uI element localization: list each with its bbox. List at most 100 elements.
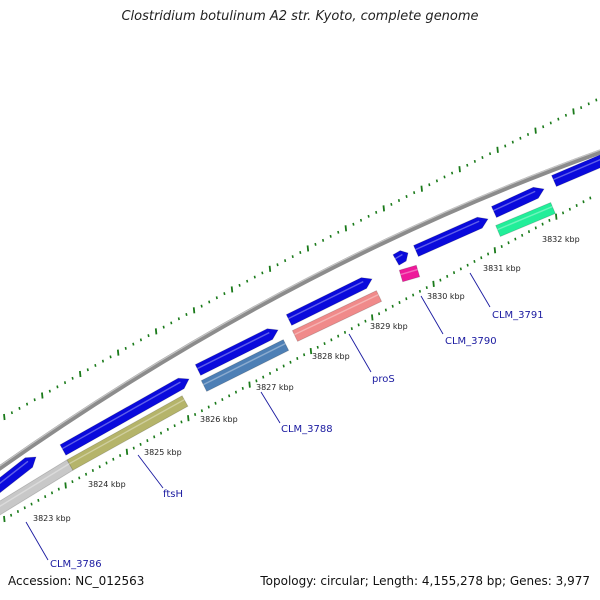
outer-tick	[116, 349, 120, 356]
inner-tick	[527, 230, 531, 234]
inner-tick	[84, 472, 88, 476]
outer-tick	[542, 125, 545, 129]
outer-tick	[321, 238, 325, 242]
gene-label-group: CLM_3786 ftsH CLM_3788 proS CLM_3790 CLM_3791	[25, 272, 544, 570]
outer-tick	[94, 363, 97, 367]
inner-tick	[303, 353, 306, 357]
outer-tick	[299, 251, 302, 254]
inner-tick	[207, 405, 210, 409]
inner-tick	[37, 498, 40, 502]
outer-tick	[185, 313, 188, 317]
inner-tick	[364, 319, 367, 323]
outer-tick	[284, 259, 287, 263]
inner-tick	[78, 476, 81, 480]
inner-tick	[480, 256, 483, 260]
gene-label[interactable]: CLM_3788	[281, 424, 333, 435]
tick-label: 3830 kbp	[427, 292, 465, 301]
forward-gene-arrow	[392, 250, 409, 266]
inner-tick	[541, 222, 544, 226]
inner-tick	[30, 502, 33, 506]
inner-tick	[350, 327, 353, 331]
gene-label[interactable]: CLM_3790	[445, 336, 497, 347]
gene-label[interactable]: CLM_3786	[50, 559, 102, 570]
tick-label-group: 3823 kbp 3824 kbp 3825 kbp 3826 kbp 3827 kbp…	[33, 235, 580, 523]
outer-tick	[215, 296, 218, 300]
forward-gene-track	[0, 154, 600, 494]
inner-tick	[10, 513, 13, 517]
inner-tick	[487, 252, 490, 256]
reverse-gene-bar-highlight	[0, 463, 70, 507]
outer-tick	[443, 175, 446, 179]
outer-tick	[511, 140, 514, 144]
outer-tick	[435, 179, 438, 183]
reverse-gene-bar-highlight	[400, 268, 418, 276]
outer-tick	[496, 146, 499, 153]
map-title: Clostridium botulinum A2 str. Kyoto, com…	[121, 9, 479, 24]
inner-tick	[555, 213, 558, 220]
inner-tick	[91, 468, 94, 472]
reverse-gene-bar	[200, 339, 290, 392]
genome-summary-text: Topology: circular; Length: 4,155,278 bp…	[260, 574, 590, 588]
outer-tick	[397, 198, 401, 202]
inner-tick	[405, 297, 408, 301]
gene-label[interactable]: CLM_3791	[492, 310, 544, 321]
inner-tick	[119, 454, 122, 458]
inner-tick	[418, 289, 422, 293]
forward-gene-arrow-highlight	[61, 381, 181, 450]
outer-tick	[230, 286, 234, 293]
gene-label[interactable]: proS	[372, 374, 395, 385]
inner-tick	[282, 364, 285, 368]
inner-tick	[139, 442, 142, 446]
outer-tick	[504, 144, 507, 148]
outer-tick	[109, 355, 112, 359]
outer-tick	[238, 283, 241, 287]
inner-tick	[316, 345, 319, 349]
inner-tick	[582, 200, 585, 204]
inner-tick	[153, 435, 156, 439]
inner-tick	[575, 203, 578, 207]
outer-tick	[580, 106, 583, 110]
outer-tick	[177, 317, 180, 321]
inner-tick	[391, 304, 394, 308]
inner-tick	[64, 482, 67, 489]
outer-tick	[63, 381, 67, 385]
tick-label: 3823 kbp	[33, 514, 71, 523]
inner-tick	[473, 259, 476, 263]
inner-tick	[412, 293, 415, 297]
forward-gene-arrow-highlight	[493, 190, 536, 212]
tick-label: 3825 kbp	[144, 448, 182, 457]
gene-label[interactable]: ftsH	[163, 489, 183, 500]
inner-tick	[459, 267, 462, 271]
inner-tick	[432, 280, 435, 287]
outer-tick	[390, 202, 393, 206]
outer-tick	[154, 328, 158, 335]
outer-tick	[458, 166, 461, 173]
outer-tick	[41, 392, 44, 399]
outer-tick	[192, 307, 196, 314]
outer-tick	[3, 413, 6, 421]
outer-tick	[48, 389, 51, 393]
inner-tick	[180, 420, 183, 424]
outer-tick	[519, 136, 522, 140]
outer-tick	[33, 398, 36, 402]
inner-tick	[589, 196, 592, 200]
outer-tick	[428, 183, 431, 187]
forward-gene-arrow-highlight	[197, 332, 270, 370]
inner-tick	[3, 515, 6, 523]
outer-tick	[557, 117, 560, 121]
inner-tick	[337, 334, 340, 338]
inner-tick	[289, 360, 292, 364]
outer-tick	[71, 376, 74, 380]
inner-tick	[132, 446, 135, 450]
inner-tick	[514, 237, 517, 241]
outer-tick	[162, 325, 165, 329]
outer-tick	[337, 230, 340, 234]
outer-tick	[147, 334, 150, 338]
inner-tick	[194, 413, 197, 416]
outer-tick	[170, 321, 173, 325]
tick-label: 3832 kbp	[542, 235, 580, 244]
inner-tick	[534, 226, 537, 230]
inner-tick	[146, 439, 149, 443]
outer-tick	[420, 185, 423, 192]
inner-tick	[371, 314, 374, 321]
